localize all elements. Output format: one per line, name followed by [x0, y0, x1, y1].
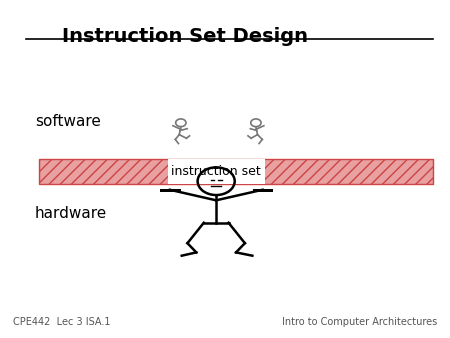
Text: CPE442  Lec 3 ISA.1: CPE442 Lec 3 ISA.1 — [13, 317, 111, 327]
FancyBboxPatch shape — [167, 159, 265, 184]
FancyBboxPatch shape — [40, 159, 432, 184]
Text: Instruction Set Design: Instruction Set Design — [62, 27, 308, 46]
Text: instruction set: instruction set — [171, 165, 261, 178]
Text: software: software — [35, 114, 101, 129]
Text: Intro to Computer Architectures: Intro to Computer Architectures — [282, 317, 437, 327]
Text: hardware: hardware — [35, 206, 108, 221]
